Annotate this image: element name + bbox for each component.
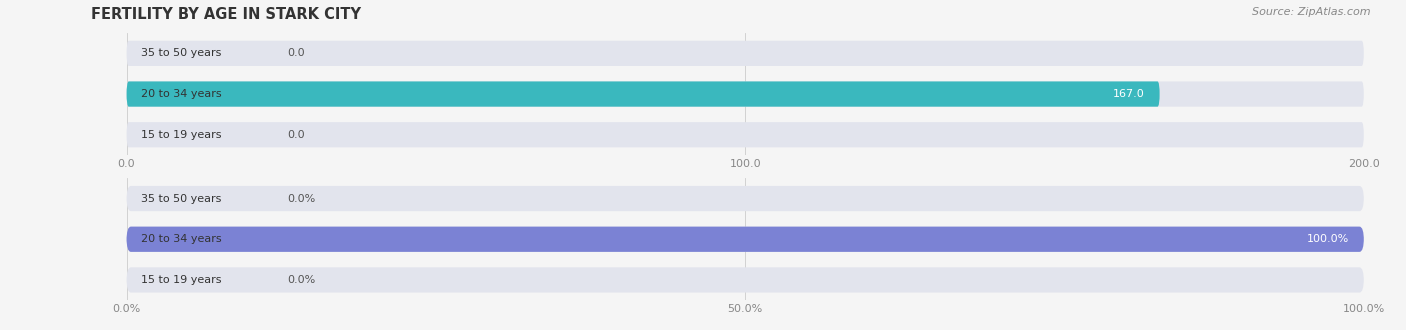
Text: 167.0: 167.0: [1114, 89, 1144, 99]
Text: 20 to 34 years: 20 to 34 years: [142, 89, 222, 99]
FancyBboxPatch shape: [127, 82, 1364, 107]
FancyBboxPatch shape: [127, 122, 1364, 148]
FancyBboxPatch shape: [127, 267, 1364, 293]
Text: 0.0%: 0.0%: [287, 275, 315, 285]
Text: 100.0%: 100.0%: [1306, 234, 1348, 244]
Text: FERTILITY BY AGE IN STARK CITY: FERTILITY BY AGE IN STARK CITY: [91, 7, 361, 21]
FancyBboxPatch shape: [127, 82, 1160, 107]
Text: Source: ZipAtlas.com: Source: ZipAtlas.com: [1253, 7, 1371, 16]
Text: 35 to 50 years: 35 to 50 years: [142, 194, 222, 204]
FancyBboxPatch shape: [127, 41, 1364, 66]
Text: 35 to 50 years: 35 to 50 years: [142, 49, 222, 58]
Text: 20 to 34 years: 20 to 34 years: [142, 234, 222, 244]
Text: 0.0: 0.0: [287, 130, 305, 140]
FancyBboxPatch shape: [127, 186, 1364, 211]
FancyBboxPatch shape: [127, 227, 1364, 252]
Text: 0.0: 0.0: [287, 49, 305, 58]
Text: 0.0%: 0.0%: [287, 194, 315, 204]
Text: 15 to 19 years: 15 to 19 years: [142, 275, 222, 285]
FancyBboxPatch shape: [127, 227, 1364, 252]
Text: 15 to 19 years: 15 to 19 years: [142, 130, 222, 140]
